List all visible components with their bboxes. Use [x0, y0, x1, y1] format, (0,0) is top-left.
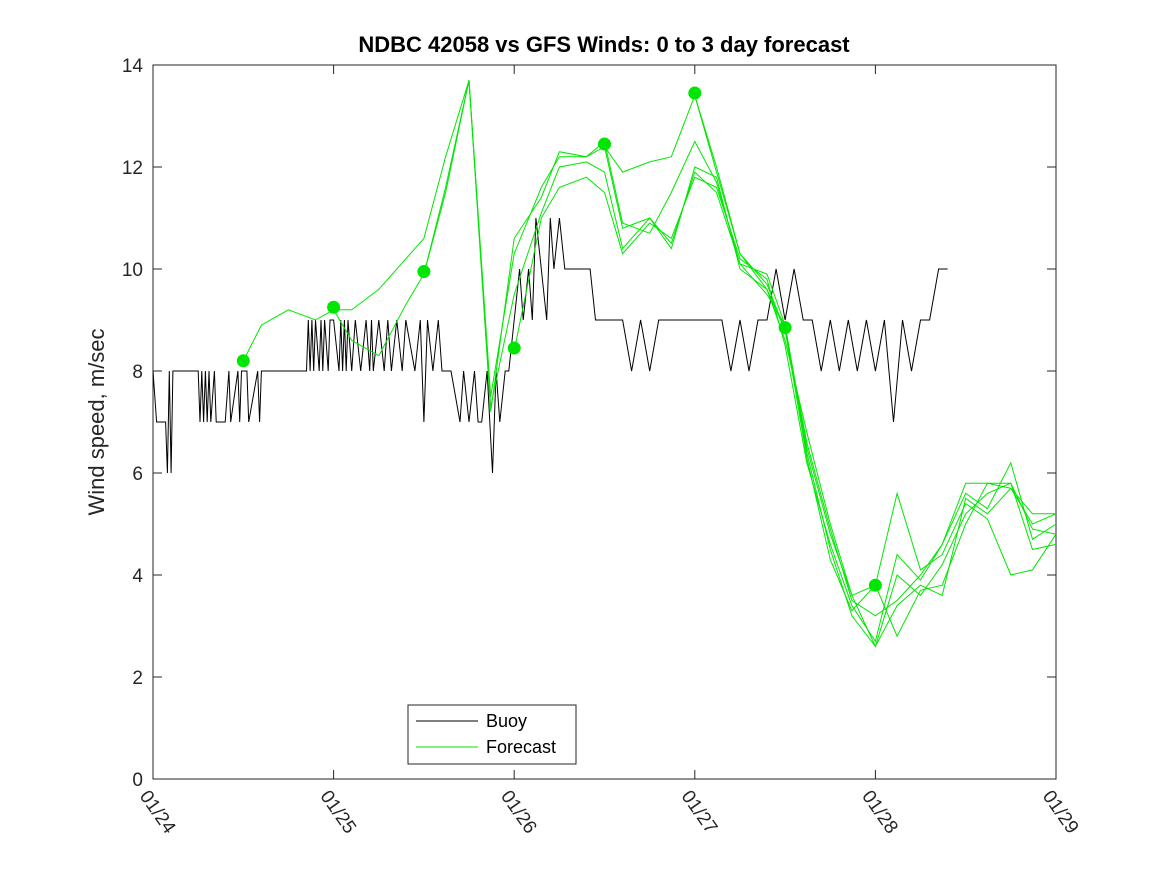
series-line-buoy	[152, 217, 948, 474]
y-tick-label: 14	[122, 56, 144, 77]
series-line-forecast-5	[604, 146, 1057, 597]
series-line-forecast-4	[513, 176, 1057, 643]
series-line-forecast-1	[242, 80, 1057, 617]
legend: Buoy Forecast	[407, 704, 577, 765]
y-tick-label: 4	[132, 566, 143, 587]
forecast-marker	[598, 137, 611, 151]
y-tick-label: 10	[122, 260, 143, 281]
series-line-forecast-3	[423, 80, 1057, 648]
y-axis-label: Wind speed, m/sec	[84, 328, 109, 515]
plot-area	[152, 64, 1057, 780]
y-tick-label: 6	[132, 464, 143, 485]
y-tick-label: 8	[132, 362, 143, 383]
chart-title: NDBC 42058 vs GFS Winds: 0 to 3 day fore…	[358, 32, 850, 57]
forecast-marker	[778, 321, 792, 335]
y-tick-label: 12	[122, 158, 143, 179]
marker-layer	[236, 86, 882, 592]
forecast-marker	[236, 354, 250, 368]
forecast-marker	[327, 300, 341, 314]
legend-label-forecast: Forecast	[486, 737, 556, 757]
forecast-marker	[507, 341, 521, 355]
y-tick-label: 2	[132, 668, 143, 689]
series-line-forecast-2	[333, 80, 1057, 648]
y-axis: 0 2 4 6 8 10 12 14	[122, 56, 1056, 791]
plot-frame	[152, 64, 1057, 780]
forecast-marker	[688, 86, 702, 100]
series-layer	[152, 80, 1057, 648]
legend-box	[407, 704, 577, 765]
forecast-marker	[868, 578, 882, 592]
y-tick-label: 0	[132, 770, 143, 791]
forecast-marker	[417, 265, 431, 279]
legend-label-buoy: Buoy	[486, 711, 527, 731]
